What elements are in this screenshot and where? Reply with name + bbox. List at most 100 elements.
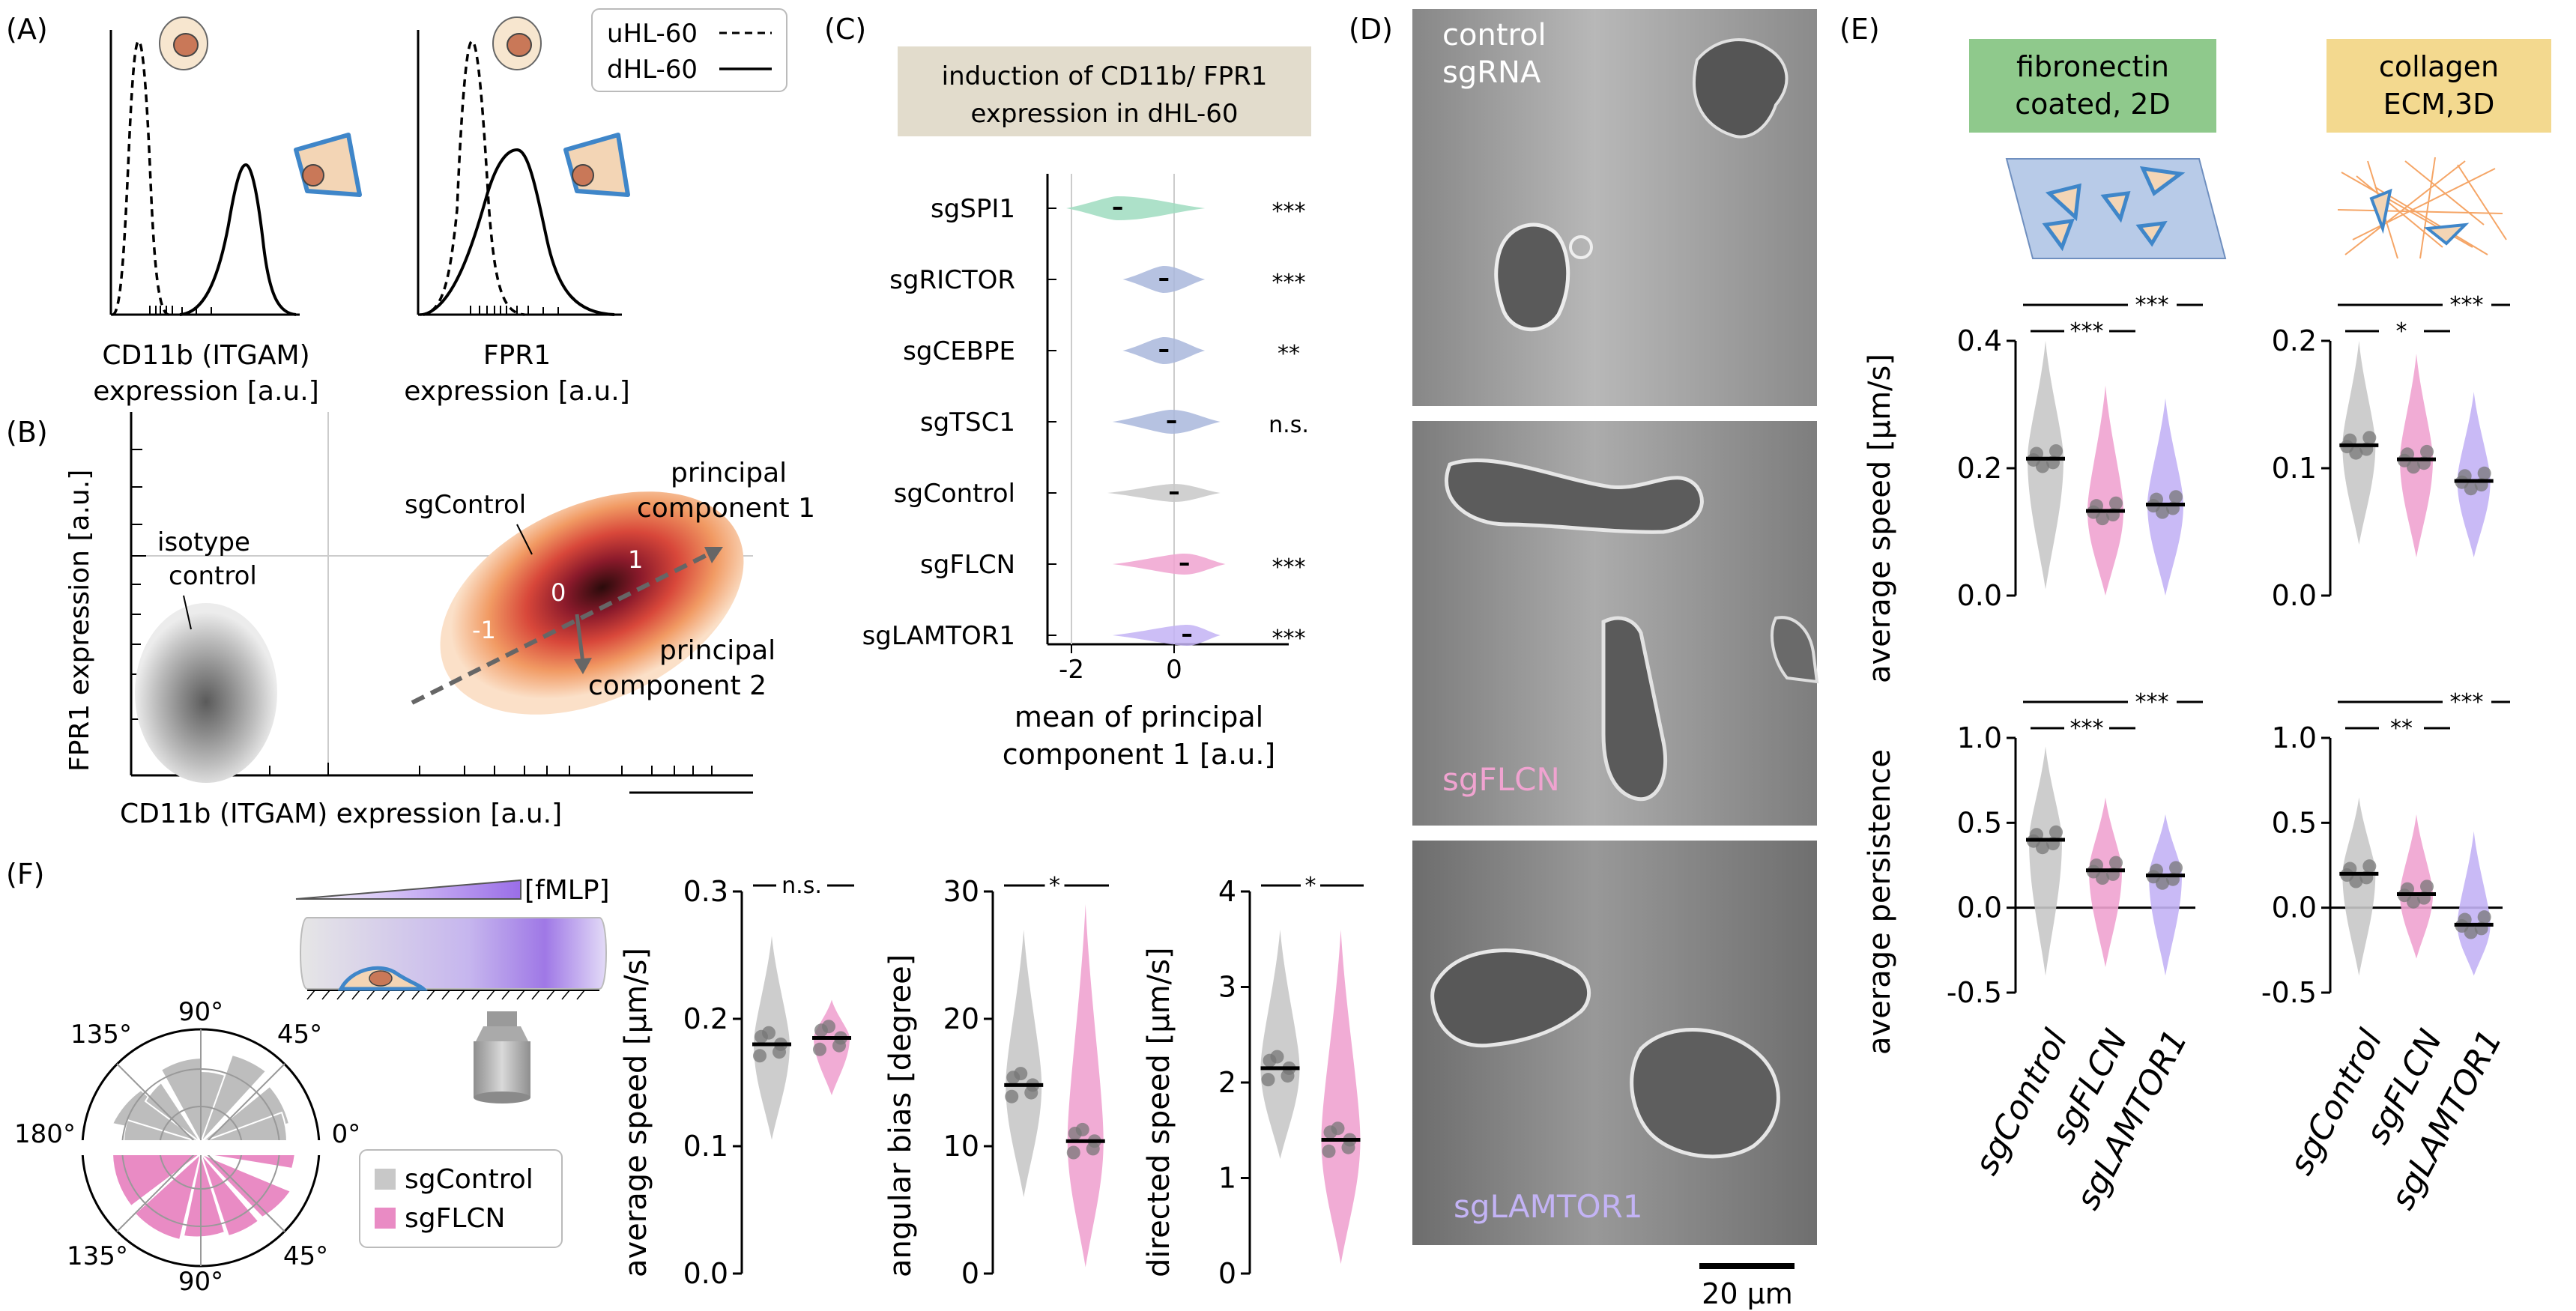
dhl60-curve-cd11b bbox=[179, 163, 297, 316]
c-row-labels: sgSPI1 *** sgRICTOR *** sgCEBPE ** sgTSC1 n.s. s… bbox=[862, 194, 1309, 652]
e-persist-3d-point-sgcontrol bbox=[2362, 859, 2377, 874]
e-charts: 0.00.20.4******0.00.10.2****-0.50.00.51.… bbox=[1947, 292, 2510, 1216]
c-xtick-minus2: -2 bbox=[1059, 655, 1084, 685]
sglamtor1-image-label: sgLAMTOR1 bbox=[1454, 1188, 1643, 1225]
pc2-label-line1: principal bbox=[659, 635, 775, 666]
f-speed-point-sgflcn bbox=[813, 1042, 826, 1056]
panel-e-label: (E) bbox=[1839, 13, 1880, 46]
panel-c: (C) induction of CD11b/ FPR1 expression … bbox=[824, 13, 1311, 771]
c-violin-sgtsc1 bbox=[1112, 410, 1221, 434]
control-image-label-line2: sgRNA bbox=[1442, 55, 1541, 90]
legend-sgflcn: sgFLCN bbox=[405, 1203, 505, 1234]
e-persist-3d-violin-sglamtor1 bbox=[2457, 831, 2491, 976]
polar-angle-180: 180° bbox=[14, 1119, 76, 1149]
polar-angle-45-top: 45° bbox=[277, 1020, 322, 1050]
e-speed-3d-violin-sgcontrol bbox=[2342, 341, 2376, 545]
2d-substrate-illustration bbox=[2005, 158, 2227, 259]
microscope-objective-icon bbox=[474, 1011, 530, 1103]
polar-histogram: 90° 45° 0° 45° 90° 135° 180° 135° bbox=[14, 997, 360, 1297]
f-directed-violin-sgcontrol bbox=[1260, 930, 1300, 1159]
panel-f: (F) [fMLP] bbox=[6, 858, 1364, 1297]
3d-ecm-illustration bbox=[2337, 157, 2507, 259]
f-bias-ytick-label: 10 bbox=[943, 1130, 979, 1163]
plot1-xlabel-line2: expression [a.u.] bbox=[93, 376, 318, 407]
polar-angle-0: 0° bbox=[332, 1119, 361, 1149]
micrograph-control: control sgRNA bbox=[1412, 9, 1817, 406]
e-speed-3d-point-sgcontrol bbox=[2362, 431, 2377, 445]
f-speed-point-sgflcn bbox=[822, 1020, 835, 1034]
f-directed-ytick-label: 1 bbox=[1218, 1162, 1236, 1195]
legend-f: sgControl sgFLCN bbox=[359, 1149, 563, 1248]
f-directed-ylabel: directed speed [µm/s] bbox=[1142, 947, 1176, 1277]
c-violin-sgspi1 bbox=[1066, 196, 1206, 220]
fibronectin-box bbox=[1969, 39, 2216, 133]
c-violin-sglamtor1 bbox=[1112, 625, 1221, 646]
contour-label-1: 1 bbox=[628, 545, 643, 574]
b-xlabel: CD11b (ITGAM) expression [a.u.] bbox=[120, 799, 562, 829]
e-speed-3d-ytick-label: 0.0 bbox=[2272, 579, 2317, 612]
legend-sgcontrol: sgControl bbox=[405, 1164, 533, 1195]
e-persist-3d-violin-sgflcn bbox=[2400, 814, 2433, 959]
pc1-arrow bbox=[411, 548, 717, 705]
e-persist-3d-point-sglamtor1 bbox=[2477, 910, 2491, 924]
f-directed-ytick-label: 3 bbox=[1218, 971, 1236, 1004]
fmlp-label: [fMLP] bbox=[524, 875, 610, 906]
pc1-label-line2: component 1 bbox=[637, 493, 815, 524]
sgcontrol-density bbox=[440, 491, 744, 715]
panel-d-label: (D) bbox=[1349, 13, 1393, 46]
contour-label-0: 0 bbox=[551, 578, 566, 607]
e-persist-2d-ytick-label: 0.0 bbox=[1957, 891, 2002, 924]
f-charts: 0.00.10.20.3 n.s.average speed [µm/s] 0102… bbox=[619, 873, 1364, 1290]
panel-c-label: (C) bbox=[824, 13, 866, 46]
panel-e: (E) fibronectin coated, 2D collagen ECM,… bbox=[1839, 13, 2551, 1216]
micrograph-sgflcn: sgFLCN bbox=[1412, 421, 1819, 826]
e-speed-3d-point-sglamtor1 bbox=[2477, 466, 2491, 480]
e-speed-3d-ytick-label: 0.1 bbox=[2272, 452, 2317, 485]
e-speed-2d-ytick-label: 0.0 bbox=[1957, 579, 2002, 612]
panel-a-label: (A) bbox=[6, 13, 48, 46]
contour-label-minus1: -1 bbox=[472, 616, 496, 644]
polar-angle-135-top: 135° bbox=[70, 1020, 132, 1050]
f-speed-bracket-gap bbox=[776, 874, 827, 896]
fibronectin-label-line1: fibronectin bbox=[2016, 50, 2169, 83]
c-row-label-sglamtor1: sgLAMTOR1 bbox=[862, 621, 1015, 651]
c-significance-sgrictor: *** bbox=[1272, 270, 1306, 296]
f-bias-bracket-gap bbox=[1044, 874, 1065, 896]
pc2-arrow bbox=[575, 614, 585, 664]
e-persist-3d-ytick-label: -0.5 bbox=[2261, 976, 2317, 1009]
isotype-label-line2: control bbox=[169, 561, 257, 591]
f-directed-bracket-label: * bbox=[1305, 873, 1316, 899]
f-directed-ytick-label: 4 bbox=[1218, 875, 1236, 908]
e-speed-2d-bracket-long-label: *** bbox=[2135, 292, 2169, 318]
isotype-density bbox=[135, 603, 277, 783]
e-speed-3d-violin-sglamtor1 bbox=[2457, 392, 2491, 557]
f-directed-point-sgflcn bbox=[1322, 1144, 1336, 1158]
c-significance-sgcebpe: ** bbox=[1278, 341, 1300, 367]
f-speed-ytick-label: 0.1 bbox=[683, 1130, 728, 1163]
polar-angle-90-bottom: 90° bbox=[178, 1267, 223, 1297]
c-row-label-sgrictor: sgRICTOR bbox=[889, 265, 1015, 295]
e-speed-2d-violin-sglamtor1 bbox=[2147, 398, 2183, 596]
round-cell-icon bbox=[159, 16, 208, 70]
c-row-label-sgtsc1: sgTSC1 bbox=[920, 408, 1015, 437]
fibronectin-label-line2: coated, 2D bbox=[2015, 88, 2170, 121]
e-persist-2d-point-sglamtor1 bbox=[2169, 861, 2183, 875]
e-persist-3d-bracket-long-label: *** bbox=[2450, 689, 2484, 715]
f-speed-ytick-label: 0.2 bbox=[683, 1002, 728, 1035]
legend-uhl60: uHL-60 bbox=[607, 19, 698, 49]
e-speed-2d-point-sglamtor1 bbox=[2169, 490, 2183, 504]
f-bias-point-sgcontrol bbox=[1005, 1089, 1019, 1103]
polar-angle-135-bottom: 135° bbox=[67, 1241, 128, 1271]
f-directed-bracket-gap bbox=[1301, 874, 1320, 896]
c-title-line2: expression in dHL-60 bbox=[970, 99, 1238, 129]
spread-cell-icon bbox=[563, 133, 630, 197]
c-violins bbox=[1047, 196, 1226, 653]
e-speed-2d-ytick-label: 0.2 bbox=[1957, 452, 2002, 485]
panel-d: (D) control sgRNA sgFLCN sgLAMTOR1 bbox=[1349, 9, 1819, 1310]
e-persist-3d-point-sgflcn bbox=[2420, 879, 2434, 894]
sgflcn-image-label: sgFLCN bbox=[1442, 761, 1560, 798]
e-speed-3d-violin-sgflcn bbox=[2400, 354, 2433, 557]
f-directed-point-sgcontrol bbox=[1261, 1073, 1275, 1087]
dhl60-curve-fpr1 bbox=[423, 148, 615, 316]
